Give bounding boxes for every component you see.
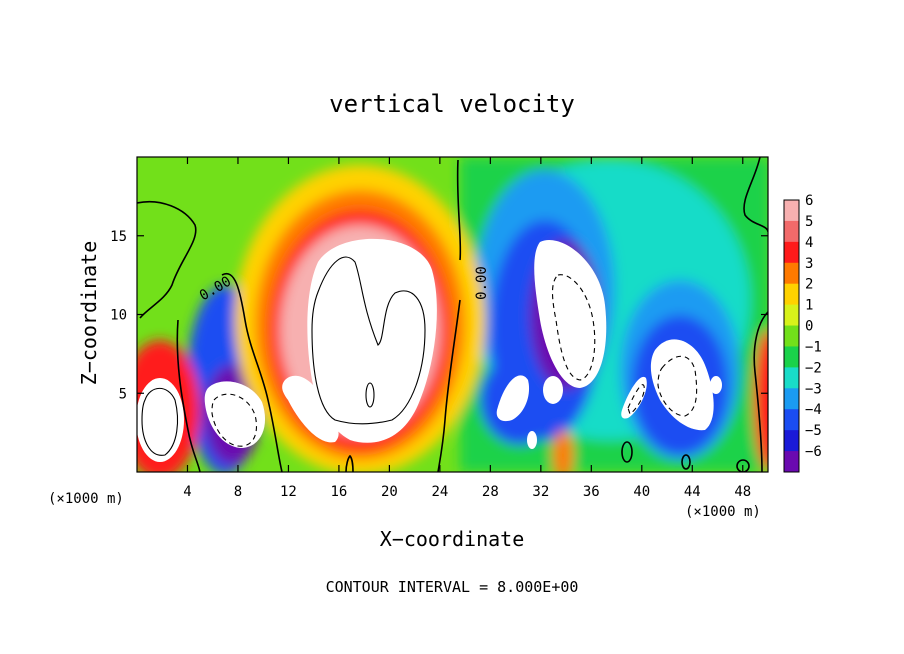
x-tick-label: 24 xyxy=(431,484,448,500)
colorbar-swatch xyxy=(784,409,799,431)
white-upper-downdraft xyxy=(534,239,607,388)
x-unit-left: (×1000 m) xyxy=(48,491,124,507)
white-low-downdraft xyxy=(496,375,530,422)
x-axis-title: X−coordinate xyxy=(380,527,525,551)
contour-negative-right-arm xyxy=(627,384,645,415)
contour-negative-left xyxy=(211,393,257,447)
colorbar-label: −2 xyxy=(805,360,822,376)
white-secondary-updraft xyxy=(282,375,339,443)
contour-zero-ring xyxy=(621,441,633,463)
x-tick-label: 20 xyxy=(381,484,398,500)
colorbar-swatch xyxy=(784,430,799,452)
colorbar-swatch xyxy=(784,346,799,368)
x-tick-label: 28 xyxy=(482,484,499,500)
colorbar-label: 4 xyxy=(805,235,813,251)
x-axis-ticks: 4 8 12 16 20 24 28 32 36 40 44 48 xyxy=(183,157,751,500)
contour-zero-right-lower xyxy=(753,311,768,472)
white-right-downdraft xyxy=(650,339,714,431)
x-tick-label: 44 xyxy=(684,484,701,500)
y-tick-label: 5 xyxy=(119,386,127,402)
colorbar-swatch xyxy=(784,220,799,243)
contour-negative-upper xyxy=(551,274,596,381)
colorbar-swatch xyxy=(784,325,799,347)
saturated-regions xyxy=(137,238,722,462)
y-axis-ticks: 5 10 15 xyxy=(110,229,768,402)
x-tick-label: 4 xyxy=(183,484,191,500)
field-region-surface-orange xyxy=(553,430,573,472)
white-center-blob xyxy=(527,431,537,449)
colorbar-label: 3 xyxy=(805,256,813,272)
contour-zero-left-lower xyxy=(176,319,201,472)
chart-title: vertical velocity xyxy=(329,90,575,118)
contour-negative-right xyxy=(657,355,698,417)
colorbar-swatch xyxy=(784,367,799,389)
colorbar-label: −6 xyxy=(805,444,822,460)
x-tick-label: 16 xyxy=(330,484,347,500)
white-main-updraft xyxy=(307,238,437,443)
x-tick-label: 36 xyxy=(583,484,600,500)
contour-zero-right xyxy=(743,157,768,233)
x-unit-right: (×1000 m) xyxy=(685,504,761,520)
contour-zero-center xyxy=(437,159,462,472)
contour-label: 0.00 xyxy=(474,266,490,300)
x-tick-label: 8 xyxy=(234,484,242,500)
contour-positive-small xyxy=(365,382,375,408)
contour-zero-second xyxy=(221,272,283,472)
plot-area: 0.00 0.00 xyxy=(137,157,768,472)
colorbar-label: −3 xyxy=(805,381,822,397)
colorbar-swatch xyxy=(784,451,799,473)
x-tick-label: 40 xyxy=(633,484,650,500)
contour-zero-ring-2 xyxy=(681,454,691,470)
colorbar-swatch xyxy=(784,283,799,306)
colorbar-swatch xyxy=(784,304,799,327)
y-axis-title: Z−coordinate xyxy=(77,241,101,386)
contour-lines xyxy=(137,157,768,472)
contour-positive-main xyxy=(311,256,426,425)
contour-positive-left xyxy=(141,387,179,456)
colorbar: 6 5 4 3 2 1 0 −1 −2 −3 −4 −5 −6 xyxy=(783,193,822,473)
white-left-updraft xyxy=(137,378,184,462)
colorbar-label: −4 xyxy=(805,402,822,418)
white-right-arm xyxy=(621,376,647,419)
colorbar-frame xyxy=(783,199,800,473)
colorbar-swatch xyxy=(784,388,799,410)
contour-interval-note: CONTOUR INTERVAL = 8.000E+00 xyxy=(326,578,579,596)
x-tick-label: 12 xyxy=(280,484,297,500)
x-tick-label: 32 xyxy=(532,484,549,500)
colorbar-swatch xyxy=(784,241,799,264)
colorbar-label: 6 xyxy=(805,193,813,209)
white-right-small xyxy=(710,376,722,394)
y-tick-label: 15 xyxy=(110,229,127,245)
y-tick-label: 10 xyxy=(110,308,127,324)
x-tick-label: 48 xyxy=(734,484,751,500)
colorbar-label: 5 xyxy=(805,214,813,230)
contour-zero-bottom xyxy=(345,454,354,472)
white-left-downdraft xyxy=(204,381,266,448)
colorbar-label: −1 xyxy=(805,339,822,355)
colorbar-label: 0 xyxy=(805,319,813,335)
colorbar-swatch xyxy=(784,200,799,222)
colorbar-swatch xyxy=(784,262,799,285)
colorbar-label: 1 xyxy=(805,298,813,314)
colorbar-label: 2 xyxy=(805,277,813,293)
white-mid-blob xyxy=(543,376,563,404)
contour-zero-left xyxy=(137,201,197,319)
contour-zero-ring-3 xyxy=(736,459,750,472)
field-region-right-red xyxy=(754,330,768,470)
colorbar-label: −5 xyxy=(805,423,822,439)
